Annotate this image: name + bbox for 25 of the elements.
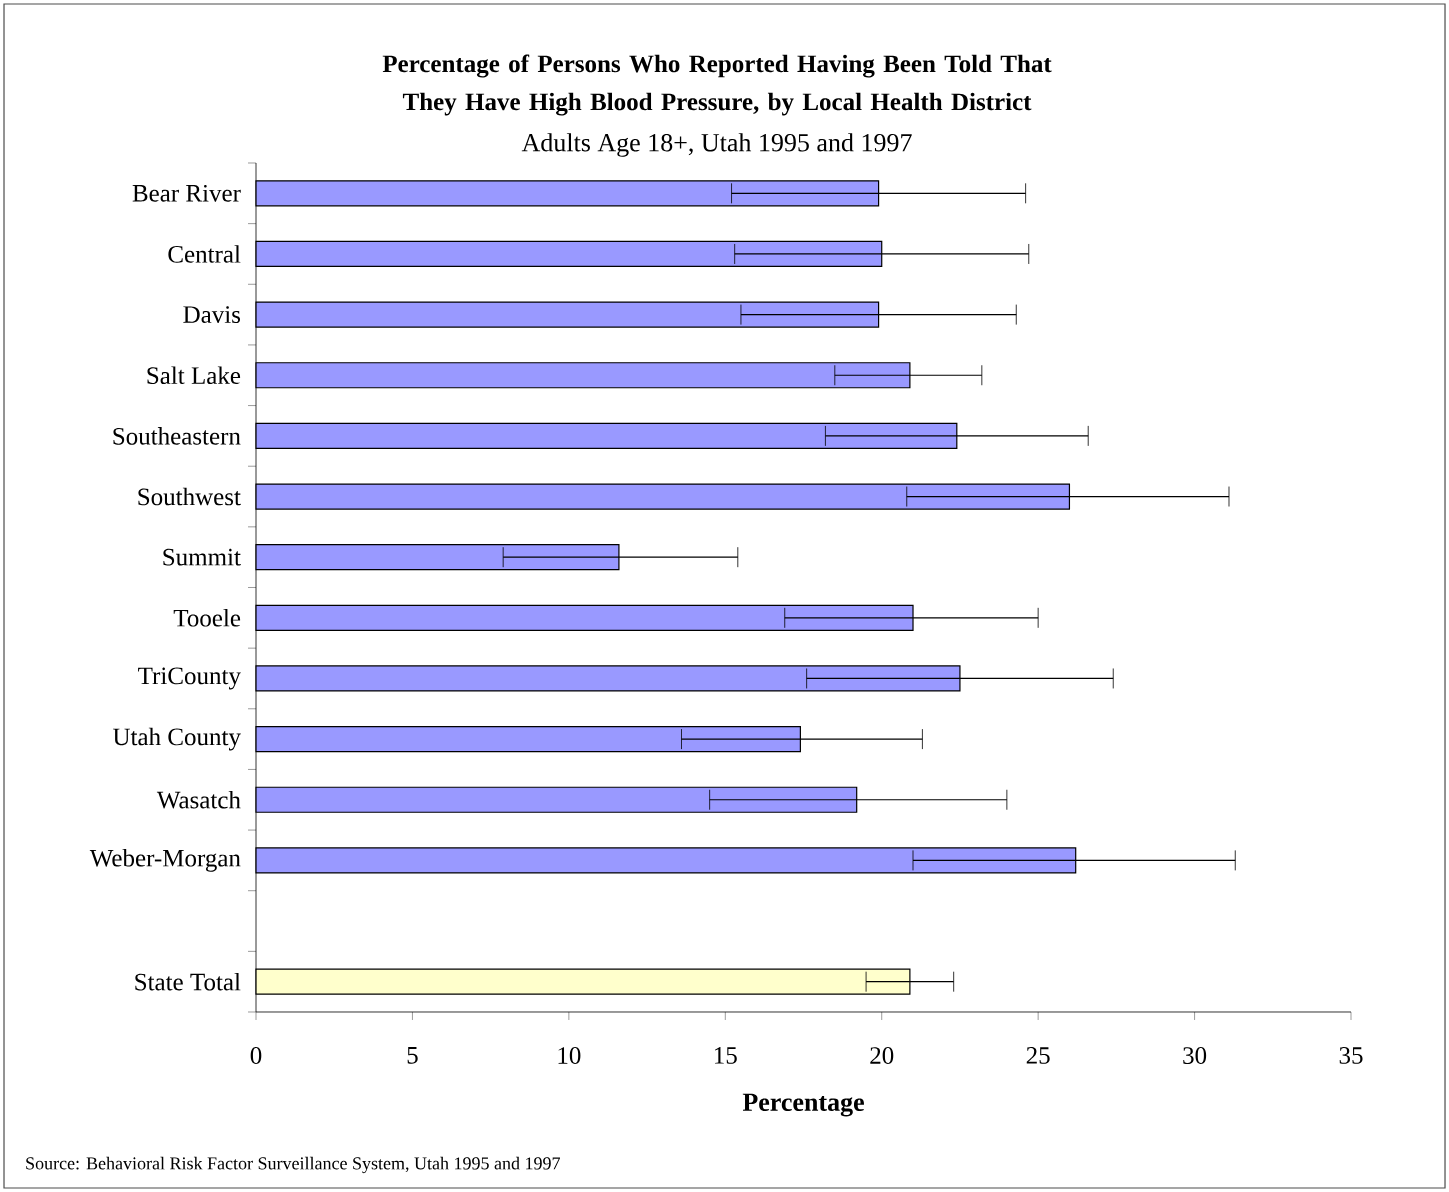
y-tick-label: Southwest bbox=[138, 487, 241, 506]
x-tick-label: 5 bbox=[407, 1047, 418, 1064]
x-tick-label: 10 bbox=[558, 1047, 581, 1064]
y-tick-label: Davis bbox=[183, 306, 241, 324]
y-tick-label: Southeastern bbox=[113, 427, 241, 445]
y-tick-label: State Total bbox=[135, 972, 241, 991]
y-tick-label: Summit bbox=[163, 548, 241, 566]
x-tick-label: 35 bbox=[1339, 1047, 1363, 1064]
chart-subtitle: Adults Age 18+, Utah 1995 and 1997 bbox=[521, 133, 912, 157]
y-tick-label: Utah County bbox=[113, 727, 241, 751]
source-note: Source: Behavioral Risk Factor Surveillance System, Utah 1995 and 1997 bbox=[26, 1156, 560, 1174]
chart-title: Percentage of Persons Who Reported Having Been Told That They Have High Blood Pressure, by Local Health District bbox=[382, 54, 1052, 116]
x-tick-label: 30 bbox=[1183, 1047, 1207, 1064]
y-tick-label: Weber-Morgan bbox=[89, 849, 241, 872]
x-tick-label: 15 bbox=[714, 1047, 737, 1064]
x-tick-label: 20 bbox=[870, 1047, 894, 1064]
y-tick-label: Salt Lake bbox=[147, 366, 241, 385]
y-tick-label: Tooele bbox=[173, 609, 241, 627]
x-tick-label: 0 bbox=[250, 1047, 262, 1064]
y-tick-label: Bear River bbox=[132, 184, 241, 202]
y-tick-label: Wasatch bbox=[156, 790, 241, 809]
y-tick-label: TriCounty bbox=[138, 667, 241, 690]
y-tick-label: Central bbox=[168, 245, 241, 263]
x-tick-label: 25 bbox=[1026, 1047, 1050, 1064]
x-axis-title: Percentage bbox=[742, 1093, 864, 1117]
